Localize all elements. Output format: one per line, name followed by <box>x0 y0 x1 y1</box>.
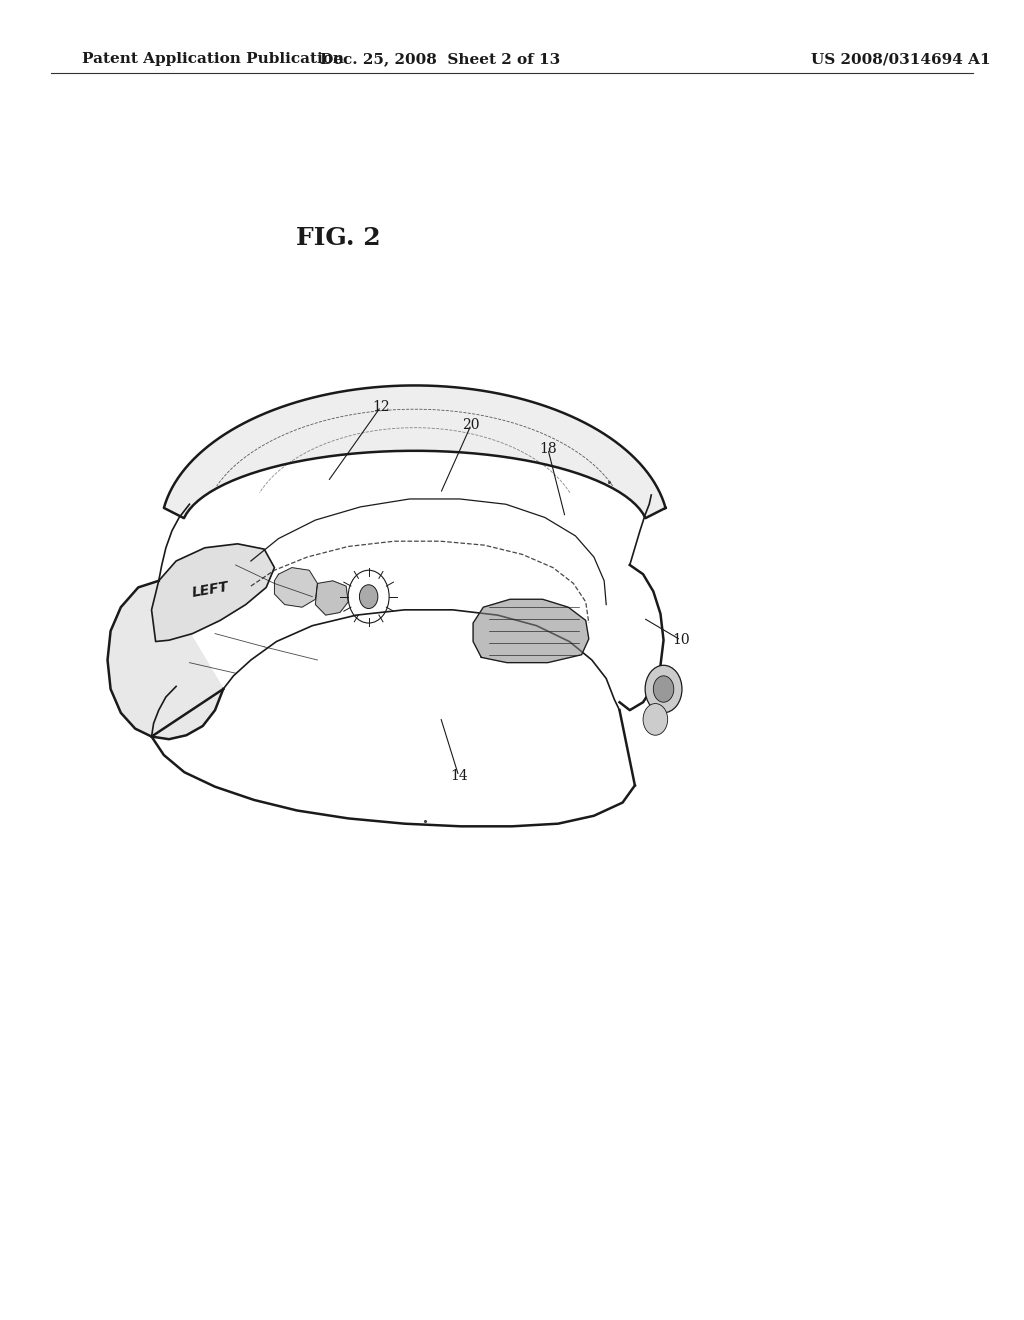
Text: FIG. 2: FIG. 2 <box>296 226 380 249</box>
Text: Dec. 25, 2008  Sheet 2 of 13: Dec. 25, 2008 Sheet 2 of 13 <box>321 53 560 66</box>
Circle shape <box>643 704 668 735</box>
Polygon shape <box>473 599 589 663</box>
Polygon shape <box>164 385 666 519</box>
Circle shape <box>653 676 674 702</box>
Text: 14: 14 <box>450 770 468 783</box>
Circle shape <box>645 665 682 713</box>
Text: 12: 12 <box>372 400 390 413</box>
Text: US 2008/0314694 A1: US 2008/0314694 A1 <box>811 53 991 66</box>
Text: 20: 20 <box>462 418 480 432</box>
Text: Patent Application Publication: Patent Application Publication <box>82 53 344 66</box>
Circle shape <box>359 585 378 609</box>
Text: LEFT: LEFT <box>190 579 229 601</box>
Polygon shape <box>315 581 348 615</box>
Polygon shape <box>152 544 274 642</box>
Text: 10: 10 <box>672 634 690 647</box>
Polygon shape <box>108 581 223 739</box>
Text: 18: 18 <box>539 442 557 455</box>
Polygon shape <box>274 568 317 607</box>
